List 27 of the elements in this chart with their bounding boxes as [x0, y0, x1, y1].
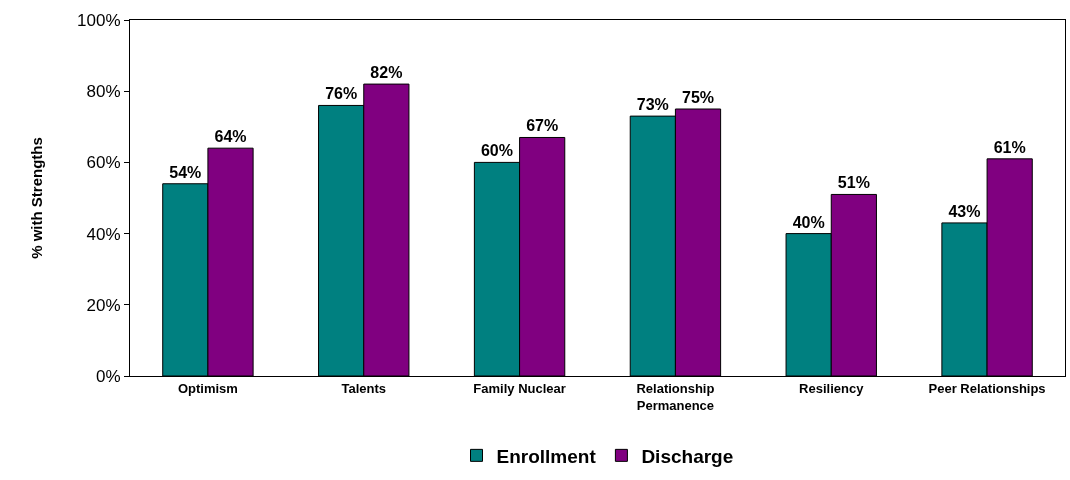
data-label: 54% — [169, 163, 202, 181]
y-tick-label: 0% — [96, 366, 121, 386]
data-label: 64% — [214, 128, 247, 146]
data-label: 73% — [636, 96, 669, 114]
y-tick-label: 100% — [77, 10, 121, 30]
data-label: 43% — [948, 202, 981, 220]
legend-label: Discharge — [641, 445, 734, 467]
legend-label: Enrollment — [496, 445, 597, 467]
data-label: 82% — [370, 64, 403, 82]
y-tick-label: 80% — [86, 82, 121, 102]
data-label: 61% — [993, 138, 1026, 156]
x-tick-label: Relationship Permanence — [636, 380, 715, 413]
y-tick-label: 40% — [86, 224, 121, 244]
x-tick-label: Optimism — [177, 380, 238, 396]
y-axis-title: % with Strengths — [28, 137, 46, 259]
x-tick-label: Family Nuclear — [473, 380, 566, 396]
data-label: 75% — [682, 89, 715, 106]
data-label: 76% — [325, 85, 358, 103]
x-tick-label: Talents — [341, 380, 387, 396]
y-tick-label: 20% — [86, 295, 121, 315]
data-label: 40% — [792, 213, 825, 231]
data-label: 60% — [480, 142, 513, 160]
data-label: 51% — [837, 174, 870, 192]
y-tick-label: 60% — [86, 153, 121, 173]
x-tick-label: Resiliency — [799, 380, 865, 396]
data-label: 67% — [526, 117, 559, 135]
x-tick-label: Peer Relationships — [928, 380, 1046, 396]
